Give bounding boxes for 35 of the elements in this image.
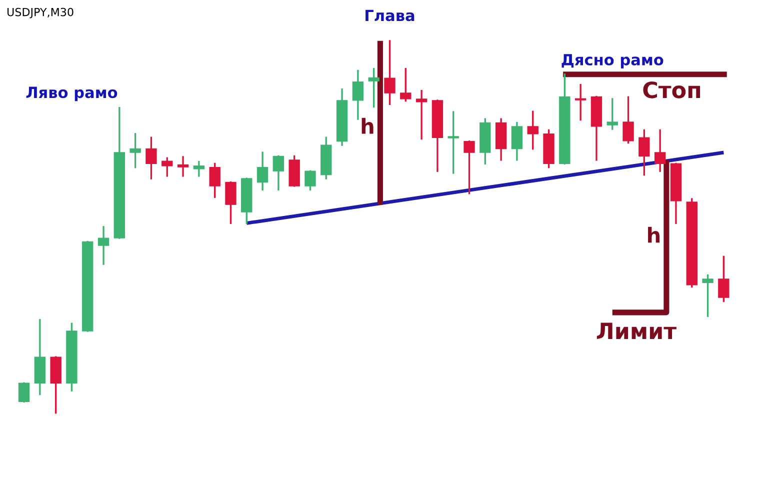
candlestick [416, 90, 428, 140]
candlestick [464, 140, 475, 194]
candlestick [304, 170, 316, 191]
annotation: Дясно рамо [562, 54, 664, 68]
candlestick [146, 136, 157, 180]
annotation: Лимит [596, 322, 676, 340]
candlestick [654, 129, 666, 172]
text: Глава [366, 10, 414, 22]
candlestick [400, 68, 412, 102]
candlestick [130, 133, 141, 168]
candlestick [718, 256, 730, 302]
candlestick [256, 152, 268, 191]
candlestick [209, 162, 220, 198]
candlestick [368, 68, 380, 108]
candlestick [574, 84, 586, 121]
candlestick [162, 157, 173, 177]
annotation: h [362, 118, 374, 134]
annotation: Стоп [643, 82, 700, 98]
candlestick [193, 160, 205, 177]
candlestick [448, 111, 459, 174]
candlestick [702, 274, 714, 317]
candlestick [225, 181, 236, 224]
candlestick [98, 226, 110, 265]
candlestick [638, 129, 650, 176]
candlestick [384, 40, 396, 105]
candlestick [527, 110, 538, 150]
candlestick [606, 98, 618, 130]
text: USDJPY,M30 [7, 8, 74, 18]
candlestick [272, 155, 284, 191]
candlestick [18, 382, 30, 403]
candlestick [177, 156, 189, 177]
candlestick [622, 96, 634, 144]
annotation: h [648, 226, 660, 243]
candlestick [511, 122, 523, 161]
annotation: Ляво рамо [26, 86, 118, 102]
